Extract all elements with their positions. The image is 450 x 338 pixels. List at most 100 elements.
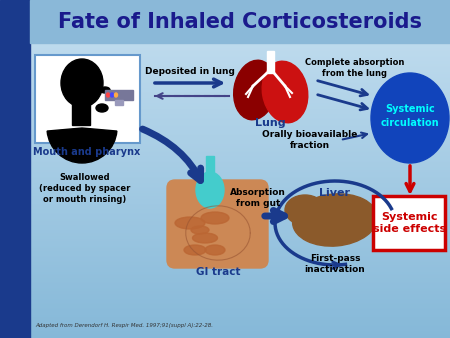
Bar bbox=[0, 43, 450, 44]
Bar bbox=[0, 258, 450, 259]
Bar bbox=[0, 284, 450, 285]
Bar bbox=[0, 73, 450, 74]
Bar bbox=[0, 91, 450, 92]
Bar bbox=[0, 129, 450, 130]
Bar bbox=[0, 193, 450, 194]
Bar bbox=[0, 144, 450, 145]
Bar bbox=[0, 60, 450, 61]
Bar bbox=[0, 220, 450, 221]
Bar bbox=[0, 317, 450, 318]
Bar bbox=[0, 63, 450, 64]
Bar bbox=[0, 0, 30, 338]
Bar bbox=[0, 279, 450, 280]
Bar bbox=[0, 79, 450, 80]
Bar bbox=[0, 159, 450, 160]
Bar bbox=[0, 331, 450, 332]
Bar bbox=[0, 320, 450, 321]
Bar bbox=[0, 265, 450, 266]
FancyBboxPatch shape bbox=[35, 55, 140, 143]
Bar bbox=[0, 15, 450, 16]
Bar bbox=[0, 327, 450, 328]
Bar bbox=[0, 229, 450, 230]
Bar bbox=[0, 97, 450, 98]
Bar bbox=[0, 195, 450, 196]
Bar bbox=[0, 318, 450, 319]
Bar bbox=[0, 178, 450, 179]
Bar bbox=[0, 5, 450, 6]
Bar bbox=[0, 231, 450, 232]
Bar bbox=[0, 90, 450, 91]
Bar bbox=[0, 268, 450, 269]
Bar bbox=[0, 171, 450, 172]
Bar bbox=[0, 181, 450, 182]
Bar bbox=[0, 232, 450, 233]
Bar bbox=[0, 191, 450, 192]
Bar bbox=[0, 169, 450, 170]
Bar bbox=[267, 51, 274, 73]
Bar bbox=[0, 234, 450, 235]
Bar bbox=[0, 312, 450, 313]
Bar bbox=[0, 235, 450, 236]
Bar bbox=[0, 6, 450, 7]
Bar bbox=[0, 134, 450, 135]
Bar bbox=[0, 336, 450, 337]
Bar bbox=[0, 273, 450, 274]
Bar bbox=[0, 85, 450, 86]
Bar bbox=[0, 277, 450, 278]
Bar bbox=[0, 287, 450, 288]
Bar bbox=[0, 142, 450, 143]
Bar bbox=[0, 160, 450, 161]
Bar bbox=[0, 131, 450, 132]
Bar bbox=[0, 11, 450, 12]
Bar bbox=[0, 257, 450, 258]
Bar bbox=[0, 21, 450, 22]
Bar bbox=[0, 24, 450, 25]
Bar bbox=[0, 179, 450, 180]
Bar bbox=[0, 108, 450, 109]
Bar bbox=[0, 300, 450, 301]
Bar bbox=[0, 222, 450, 223]
Bar bbox=[0, 283, 450, 284]
Bar bbox=[0, 55, 450, 56]
Bar bbox=[0, 3, 450, 4]
Bar bbox=[0, 83, 450, 84]
Bar bbox=[0, 176, 450, 177]
Bar bbox=[0, 182, 450, 183]
Bar bbox=[0, 194, 450, 195]
Bar bbox=[0, 303, 450, 304]
Bar bbox=[0, 146, 450, 147]
Bar bbox=[0, 184, 450, 185]
Bar bbox=[0, 227, 450, 228]
Bar bbox=[0, 262, 450, 263]
Bar bbox=[0, 272, 450, 273]
Bar bbox=[0, 162, 450, 163]
Bar bbox=[0, 23, 450, 24]
Bar bbox=[0, 150, 450, 151]
Bar bbox=[0, 168, 450, 169]
Bar bbox=[0, 315, 450, 316]
Bar bbox=[0, 154, 450, 155]
Bar bbox=[0, 192, 450, 193]
Bar bbox=[0, 174, 450, 175]
Bar bbox=[0, 211, 450, 212]
Text: Fate of Inhaled Corticosteroids: Fate of Inhaled Corticosteroids bbox=[58, 12, 422, 32]
Bar bbox=[0, 266, 450, 267]
Bar bbox=[0, 302, 450, 303]
Bar bbox=[0, 270, 450, 271]
Bar bbox=[0, 241, 450, 242]
Bar bbox=[0, 130, 450, 131]
Bar bbox=[0, 173, 450, 174]
Bar bbox=[0, 84, 450, 85]
Bar bbox=[0, 31, 450, 32]
Bar bbox=[0, 278, 450, 279]
Text: Liver: Liver bbox=[320, 188, 351, 198]
Text: First-pass
inactivation: First-pass inactivation bbox=[305, 254, 365, 274]
Bar bbox=[0, 333, 450, 334]
Bar bbox=[0, 67, 450, 68]
Bar bbox=[0, 207, 450, 208]
Text: Absorption
from gut: Absorption from gut bbox=[230, 188, 286, 208]
Bar bbox=[0, 224, 450, 225]
Bar bbox=[0, 319, 450, 320]
Bar bbox=[72, 103, 90, 125]
Bar bbox=[0, 330, 450, 331]
